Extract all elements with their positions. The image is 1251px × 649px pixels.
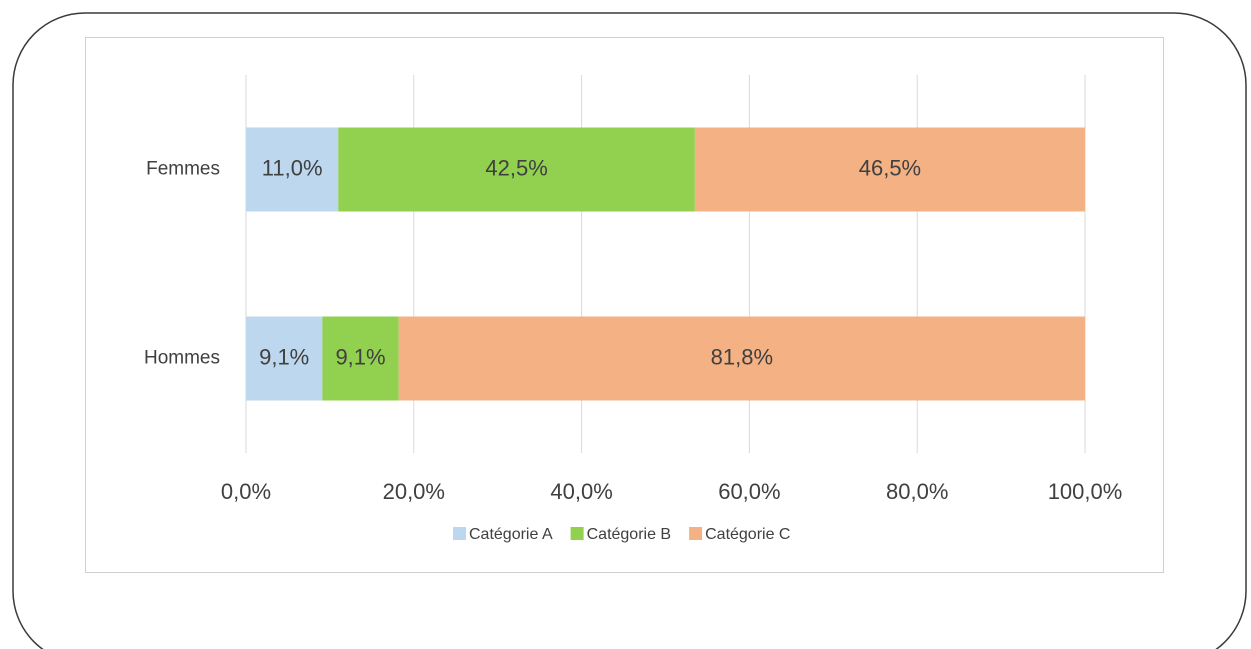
x-tick-label: 20,0% xyxy=(383,479,445,504)
chart-area xyxy=(85,37,1164,573)
bar-segment xyxy=(322,316,399,401)
legend-label: Catégorie B xyxy=(587,526,672,543)
y-tick-label: Hommes xyxy=(144,348,220,369)
legend-swatch xyxy=(570,527,584,540)
legend-label: Catégorie C xyxy=(705,526,790,543)
data-label: 81,8% xyxy=(711,344,773,369)
x-tick-label: 60,0% xyxy=(718,479,780,504)
data-label: 11,0% xyxy=(262,155,323,180)
data-label: 9,1% xyxy=(259,344,309,369)
bar-segment xyxy=(338,127,695,212)
legend-swatch xyxy=(453,527,466,540)
legend-label: Catégorie A xyxy=(469,526,553,543)
data-label: 42,5% xyxy=(485,155,547,180)
bar-segment xyxy=(246,316,323,401)
y-tick-label: Femmes xyxy=(146,159,220,180)
bar-segment xyxy=(246,127,339,212)
outer-frame xyxy=(12,12,1247,649)
x-tick-label: 0,0% xyxy=(221,479,271,504)
bar-segment xyxy=(398,316,1085,401)
x-tick-label: 100,0% xyxy=(1048,479,1123,504)
legend-swatch xyxy=(689,527,703,540)
bar-segment xyxy=(694,127,1085,212)
x-tick-label: 80,0% xyxy=(886,479,948,504)
data-label: 46,5% xyxy=(859,155,921,180)
x-tick-label: 40,0% xyxy=(550,479,612,504)
data-label: 9,1% xyxy=(335,344,385,369)
